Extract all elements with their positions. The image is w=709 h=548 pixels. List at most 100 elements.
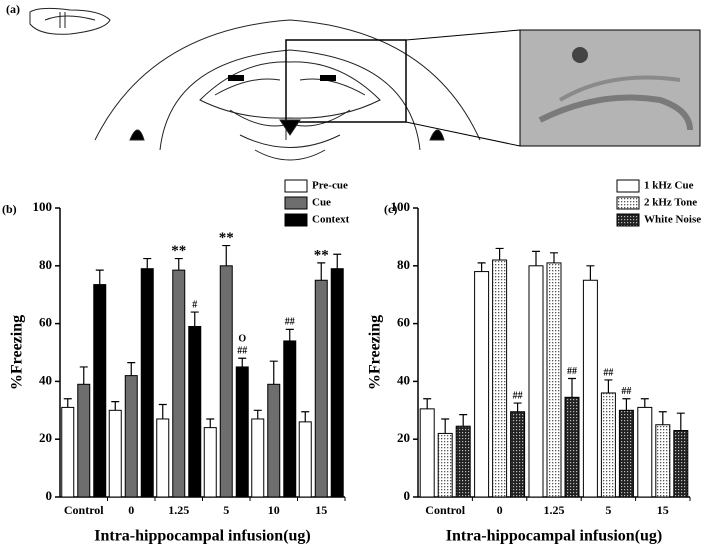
x-tick-label: 10: [268, 503, 280, 517]
bar: [77, 383, 91, 498]
bar: [108, 409, 122, 498]
y-tick-label: 40: [39, 372, 52, 387]
error-bar: [238, 357, 247, 367]
bar: [618, 409, 634, 498]
x-tick-label: 5: [605, 503, 611, 517]
bar: [330, 268, 344, 498]
bar: [437, 432, 453, 498]
legend-swatch: [616, 179, 640, 193]
y-tick-label: 60: [39, 315, 52, 330]
error-bar: [658, 411, 667, 425]
y-tick-label: 20: [39, 430, 52, 445]
x-tick-label: Control: [64, 503, 104, 517]
error-bar: [222, 244, 231, 266]
x-tick-label: 0: [128, 503, 134, 517]
legend-label: Pre-cue: [312, 180, 348, 192]
y-tick-label: 20: [397, 430, 410, 445]
y-axis-label: %Freezing: [9, 315, 26, 390]
micrograph: [519, 29, 701, 147]
significance-mark: **: [314, 247, 329, 263]
y-tick-label: 40: [397, 372, 410, 387]
bar: [93, 284, 107, 498]
y-tick-label: 80: [39, 257, 52, 272]
panel-label: (a): [6, 2, 20, 16]
bar: [219, 265, 233, 498]
x-tick-label: Control: [425, 503, 465, 517]
legend-label: 1 kHz Cue: [644, 180, 694, 192]
error-bar: [301, 411, 310, 422]
y-tick-label: 0: [404, 488, 411, 503]
significance-mark: ##: [285, 317, 295, 328]
bar: [251, 418, 265, 498]
error-bar: [63, 398, 72, 408]
error-bar: [622, 398, 631, 411]
error-bar: [95, 269, 104, 285]
x-axis-label: Intra-hippocampal infusion(ug): [94, 528, 311, 545]
error-bar: [477, 262, 486, 272]
x-axis-label: Intra-hippocampal infusion(ug): [446, 528, 663, 545]
error-bar: [285, 328, 294, 341]
bar: [600, 392, 616, 498]
x-tick-label: 1.25: [168, 503, 189, 517]
bar: [455, 425, 471, 498]
bar: [283, 340, 297, 498]
error-bar: [206, 418, 215, 428]
brain-atlas: [29, 7, 521, 161]
bar: [528, 265, 544, 498]
error-bar: [676, 412, 685, 431]
legend-label: 2 kHz Tone: [644, 197, 697, 209]
error-bar: [333, 253, 342, 269]
bar: [510, 411, 526, 498]
legend-swatch: [616, 196, 640, 210]
y-tick-label: 100: [33, 199, 53, 214]
x-tick-label: 15: [657, 503, 669, 517]
bar: [298, 421, 312, 498]
error-bar: [269, 360, 278, 385]
bar: [582, 279, 598, 498]
error-bar: [441, 418, 450, 434]
bar: [61, 406, 75, 498]
significance-mark: ##: [513, 390, 523, 401]
legend-swatch: [284, 196, 308, 210]
bar: [637, 406, 653, 498]
legend-swatch: [284, 179, 308, 193]
error-bar: [568, 377, 576, 398]
legend-label: Context: [312, 214, 350, 226]
error-bar: [111, 401, 120, 411]
error-bar: [174, 257, 183, 271]
bar: [673, 430, 689, 498]
y-tick-label: 100: [391, 199, 411, 214]
error-bar: [495, 247, 504, 261]
legend-label: Cue: [312, 197, 331, 209]
y-tick-label: 0: [46, 488, 53, 503]
error-bar: [253, 409, 262, 419]
significance-mark: ##: [237, 346, 247, 357]
bar: [156, 418, 170, 498]
panel-label: (c): [384, 202, 397, 216]
y-tick-label: 80: [397, 257, 410, 272]
error-bar: [550, 252, 558, 263]
significance-mark: ##: [603, 367, 613, 378]
bar: [172, 269, 186, 498]
x-tick-label: 1.25: [544, 503, 565, 517]
legend-swatch: [284, 213, 308, 227]
bar: [235, 366, 249, 498]
significance-mark: ##: [567, 366, 577, 377]
significance-mark: **: [171, 243, 186, 259]
error-bar: [127, 362, 136, 376]
error-bar: [423, 398, 432, 409]
significance-mark: **: [219, 230, 234, 246]
bar: [314, 279, 328, 498]
error-bar: [604, 379, 613, 393]
y-axis-label: %Freezing: [367, 315, 384, 390]
bar: [655, 424, 671, 498]
bar: [124, 375, 138, 498]
significance-mark: ##: [621, 386, 631, 397]
error-bar: [513, 402, 522, 412]
bar: [419, 408, 435, 498]
significance-mark: #: [192, 299, 197, 310]
x-tick-label: 15: [315, 503, 327, 517]
error-bar: [532, 250, 540, 266]
bar: [492, 259, 508, 498]
